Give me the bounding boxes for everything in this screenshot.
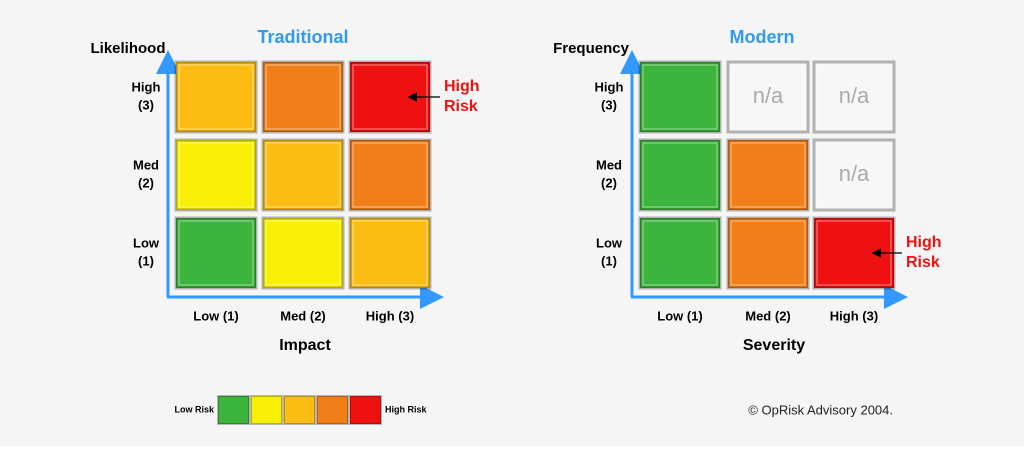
- y-axis-label: Likelihood: [91, 40, 166, 57]
- y-tick-level: Low: [596, 235, 623, 250]
- risk-cell: [174, 138, 258, 212]
- risk-cell: [812, 138, 896, 212]
- cell-highlight: [352, 142, 428, 208]
- cell-highlight: [816, 64, 892, 130]
- copyright: © OpRisk Advisory 2004.: [748, 402, 893, 417]
- cell-label: n/a: [753, 83, 784, 108]
- y-tick-score: (2): [601, 175, 617, 190]
- cell-highlight: [178, 64, 254, 130]
- risk-cell: [261, 60, 345, 134]
- y-tick-level: High: [132, 79, 161, 94]
- annotation-line2: Risk: [444, 98, 478, 115]
- x-tick-label: High (3): [830, 308, 878, 323]
- matrix-title: Modern: [730, 27, 795, 47]
- cell-highlight: [265, 220, 341, 286]
- cell-highlight: [730, 220, 806, 286]
- risk-cell: [261, 216, 345, 290]
- risk-cell: [726, 60, 810, 134]
- y-tick-level: High: [595, 79, 624, 94]
- risk-cell: [174, 60, 258, 134]
- cell-highlight: [642, 142, 718, 208]
- x-tick-label: High (3): [366, 308, 414, 323]
- y-axis-label: Frequency: [553, 40, 630, 57]
- y-tick-score: (3): [138, 97, 154, 112]
- cell-label: n/a: [839, 161, 870, 186]
- cell-highlight: [265, 142, 341, 208]
- cell-highlight: [642, 220, 718, 286]
- matrix-title: Traditional: [257, 27, 348, 47]
- risk-cell: [261, 138, 345, 212]
- y-tick-level: Med: [596, 157, 622, 172]
- legend-swatch: [349, 395, 382, 425]
- x-tick-label: Med (2): [745, 308, 791, 323]
- legend-swatch: [250, 395, 283, 425]
- risk-cell: [348, 216, 432, 290]
- risk-cell: [174, 216, 258, 290]
- cell-highlight: [352, 220, 428, 286]
- y-tick-score: (1): [601, 253, 617, 268]
- cell-highlight: [642, 64, 718, 130]
- y-tick-level: Med: [133, 157, 159, 172]
- cell-highlight: [178, 142, 254, 208]
- risk-cell: [638, 60, 722, 134]
- annotation-line1: High: [444, 78, 480, 95]
- annotation-line1: High: [906, 234, 942, 251]
- risk-cell: [726, 216, 810, 290]
- legend-low: Low Risk: [174, 404, 215, 414]
- x-axis-label: Severity: [743, 337, 805, 354]
- x-tick-label: Med (2): [280, 308, 326, 323]
- legend-swatch: [316, 395, 349, 425]
- x-axis-label: Impact: [279, 337, 331, 354]
- risk-cell: [638, 138, 722, 212]
- cell-highlight: [816, 142, 892, 208]
- legend-high: High Risk: [385, 404, 428, 414]
- risk-cell: [348, 138, 432, 212]
- cell-label: n/a: [839, 83, 870, 108]
- cell-highlight: [178, 220, 254, 286]
- risk-cell: [638, 216, 722, 290]
- risk-cell: [812, 60, 896, 134]
- y-tick-score: (3): [601, 97, 617, 112]
- legend-swatch: [217, 395, 250, 425]
- x-tick-label: Low (1): [657, 308, 703, 323]
- y-tick-level: Low: [133, 235, 160, 250]
- y-tick-score: (1): [138, 253, 154, 268]
- cell-highlight: [730, 64, 806, 130]
- x-tick-label: Low (1): [193, 308, 239, 323]
- cell-highlight: [265, 64, 341, 130]
- cell-highlight: [730, 142, 806, 208]
- risk-cell: [726, 138, 810, 212]
- annotation-line2: Risk: [906, 254, 940, 271]
- y-tick-score: (2): [138, 175, 154, 190]
- legend-swatch: [283, 395, 316, 425]
